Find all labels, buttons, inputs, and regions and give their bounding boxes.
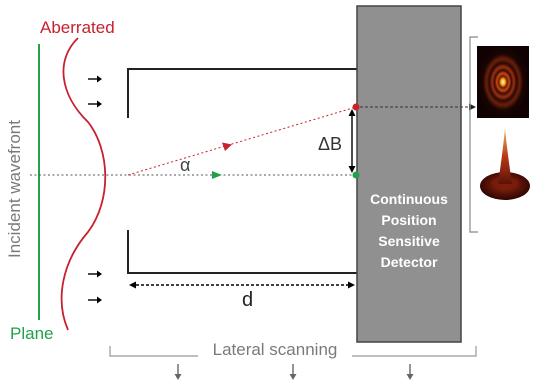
arrow-down-icon bbox=[406, 364, 414, 380]
detector-label-line3: Sensitive bbox=[378, 233, 440, 249]
psf-bracket bbox=[469, 36, 478, 233]
propagation-arrows bbox=[88, 75, 102, 304]
arrow-down-icon bbox=[289, 364, 297, 380]
delta-b-arrow bbox=[348, 109, 356, 173]
arrow-right-icon bbox=[88, 296, 102, 304]
arrow-right-icon bbox=[88, 75, 102, 83]
detector-label-line4: Detector bbox=[381, 254, 438, 270]
d-label: d bbox=[242, 289, 253, 311]
arrow-down-icon bbox=[174, 364, 182, 380]
lateral-scanning-label-bg bbox=[198, 340, 352, 360]
detector-label-line1: Continuous bbox=[370, 191, 448, 207]
alpha-label: α bbox=[180, 155, 190, 175]
arrow-right-icon bbox=[88, 100, 102, 108]
reference-ray-arrow-icon bbox=[212, 171, 222, 179]
reference-spot bbox=[352, 171, 360, 179]
lateral-scanning-label: Lateral scanning bbox=[213, 340, 338, 359]
delta-b-label: ΔB bbox=[318, 134, 342, 154]
airy-ring-pattern-icon bbox=[477, 46, 529, 118]
position-sensitive-detector bbox=[356, 5, 462, 343]
projection-arrow-icon bbox=[469, 103, 476, 111]
deflected-spot bbox=[352, 103, 360, 111]
aberrated-label: Aberrated bbox=[40, 18, 115, 37]
3d-intensity-peak-icon bbox=[480, 128, 530, 200]
mask-top-edge bbox=[127, 68, 358, 118]
plane-label: Plane bbox=[10, 324, 53, 343]
incident-wavefront-label: Incident wavefront bbox=[5, 120, 24, 258]
deflected-ray-arrow-icon bbox=[222, 142, 232, 151]
aberrated-wavefront-curve bbox=[60, 37, 107, 331]
scan-arrows bbox=[174, 364, 414, 380]
deflected-ray bbox=[127, 106, 357, 176]
d-arrow bbox=[129, 281, 355, 289]
detector-label-line2: Position bbox=[381, 212, 436, 228]
mask-bottom-edge bbox=[127, 230, 358, 274]
arrow-right-icon bbox=[88, 270, 102, 278]
